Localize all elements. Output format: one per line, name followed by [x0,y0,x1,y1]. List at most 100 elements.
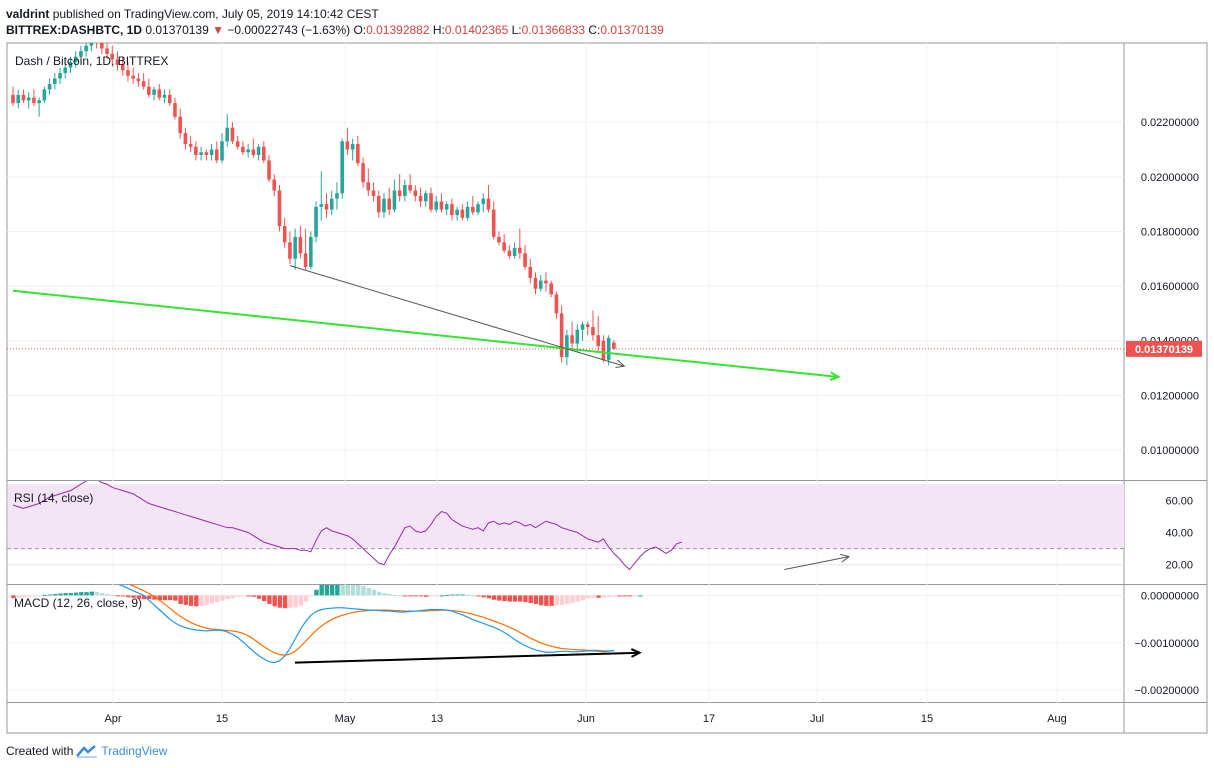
macd-histogram-bar [246,595,251,597]
macd-histogram-bar [450,594,455,596]
macd-histogram-bar [444,594,450,596]
macd-tick-label: −0.00200000 [1134,685,1199,697]
price-tick-label: 0.02000000 [1141,172,1199,184]
macd-histogram-bar [554,595,559,606]
axes: Apr 15 May 13 Jun 17 Jul 15 Aug 0.02200000 0.02000… [104,117,1202,725]
drawings[interactable] [12,265,851,664]
candle-body [131,75,135,79]
macd-histogram-bar [162,595,168,601]
macd-histogram-bar [518,595,523,602]
price-candles [11,43,616,366]
candle-body [37,100,41,104]
candle-body [256,146,261,155]
macd-histogram-bar [282,595,288,609]
candle-body [136,78,141,82]
candle-body [178,116,182,134]
macd-histogram-bar [53,594,58,596]
candle-body [214,149,219,161]
candle-body [100,43,104,49]
candle-body [32,97,36,104]
candle-body [288,242,292,259]
macd-histogram-bar [632,595,638,597]
macd-histogram-bar [319,585,324,596]
macd-histogram-bar [173,595,178,601]
candle-body [465,206,470,218]
macd-histogram-bar [601,595,607,598]
x-tick-label: Apr [104,713,121,725]
symbol[interactable]: BITTREX:DASHBTC, 1D [6,23,143,37]
candle-body [559,313,564,358]
candle-body [538,280,543,289]
macd-histogram-bar [408,595,413,597]
candle-body [528,266,533,278]
macd-histogram-bar [340,585,345,596]
macd-histogram-bar [465,594,471,596]
macd-histogram-bar [105,594,110,596]
candle-body [105,48,109,54]
candle-body [152,89,156,95]
macd-histogram-bar [471,595,476,597]
candle-body [120,64,125,71]
candle-body [141,81,146,87]
candle-body [335,193,339,199]
macd-histogram-bar [476,595,481,597]
macd-histogram-bar [225,595,230,600]
macd-histogram-bar [131,595,136,598]
macd-histogram-bar [183,595,189,605]
price-tick-label: 0.01000000 [1141,445,1199,457]
candle-body [262,146,266,161]
candle-body [188,144,193,147]
macd-histogram-bar [366,587,371,596]
candle-body [126,70,130,76]
candle-body [194,146,198,155]
macd-histogram-bar [21,595,27,598]
macd-histogram-bar [199,595,204,606]
price-tick-label: 0.01200000 [1141,390,1199,402]
candle-body [434,201,439,210]
macd-histogram-bar [549,595,554,606]
candle-body [230,127,235,142]
macd-histogram-bar [413,595,418,597]
macd-histogram-bar [403,595,408,597]
candle-body [439,201,444,210]
candle-body [89,43,94,46]
candle-body [356,144,360,164]
candle-body [570,335,574,344]
publisher-name[interactable]: valdrint [6,7,50,21]
current-price-label: 0.01370139 [1135,344,1193,356]
candle-body [366,182,371,191]
macd-histogram-bar [392,594,398,596]
macd-histogram-bar [63,593,68,596]
candle-body [246,149,250,153]
candle-body [387,198,391,210]
x-tick-label: 17 [703,713,715,725]
candle-body [235,141,240,147]
x-tick-label: May [335,713,356,725]
high-label: H: [432,23,445,37]
macd-histogram-bar [523,595,528,603]
macd-histogram-bar [324,585,330,596]
macd-histogram-bar [68,593,74,596]
macd-histogram-bar [214,595,220,603]
macd-histogram-bar [277,595,283,608]
macd-histogram [11,585,643,609]
macd-histogram-bar [491,595,497,600]
candle-body [303,253,308,267]
last-price: 0.01370139 [145,23,209,37]
macd-histogram-bar [16,595,21,598]
macd-histogram-bar [188,595,194,606]
close-value: 0.01370139 [600,23,664,37]
macd-histogram-bar [298,595,303,606]
macd-histogram-bar [73,592,79,596]
candle-body [16,94,21,104]
tradingview-brand[interactable]: TradingView [101,744,168,758]
macd-histogram-bar [533,595,539,604]
candle-body [460,209,465,218]
macd-histogram-bar [37,595,42,597]
price-pane-title: Dash / Bitcoin, 1D, BITTREX [15,54,168,68]
candle-body [450,204,454,216]
candle-body [502,242,506,251]
candle-body [486,198,491,210]
macd-pane-title: MACD (12, 26, close, 9) [14,596,142,610]
